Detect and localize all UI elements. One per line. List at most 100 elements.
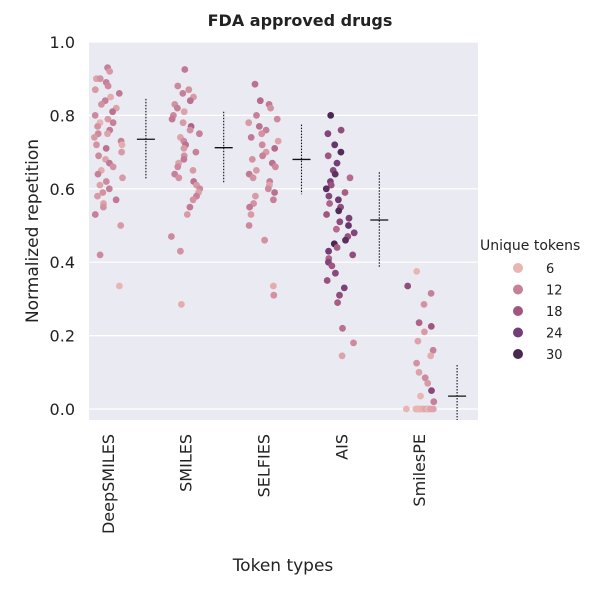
data-point: [333, 159, 341, 167]
data-point: [427, 352, 435, 360]
legend-label: 18: [546, 305, 563, 320]
data-point: [248, 156, 256, 163]
data-point: [331, 170, 339, 178]
data-point: [274, 137, 282, 145]
data-point: [175, 174, 183, 182]
data-point: [96, 75, 104, 83]
legend-label: 30: [546, 348, 563, 363]
data-point: [420, 301, 428, 308]
legend-swatch: [513, 306, 523, 316]
data-point: [196, 130, 203, 138]
data-point: [273, 115, 281, 123]
data-point: [335, 196, 342, 204]
data-point: [119, 174, 126, 182]
data-point: [258, 130, 266, 138]
y-tick-label: 0.6: [50, 180, 75, 199]
data-point: [271, 145, 279, 152]
legend-label: 6: [546, 262, 554, 277]
data-point: [95, 152, 102, 160]
data-point: [91, 134, 98, 141]
data-point: [261, 236, 268, 244]
plot-background: [89, 42, 478, 420]
data-point: [94, 123, 101, 130]
data-point: [247, 134, 255, 141]
data-point: [192, 148, 200, 156]
data-point: [104, 82, 112, 90]
data-points: [91, 64, 438, 413]
legend-swatch: [513, 263, 523, 273]
data-point: [116, 282, 123, 290]
data-point: [174, 82, 182, 90]
data-point: [104, 115, 112, 123]
data-point: [252, 192, 259, 200]
data-point: [427, 405, 434, 413]
x-tick-label: SELFIES: [255, 434, 274, 497]
data-point: [251, 80, 259, 88]
data-point: [324, 130, 332, 138]
x-tick-label: DeepSMILES: [99, 434, 118, 534]
summary-markers: [136, 98, 467, 420]
data-point: [180, 145, 188, 152]
data-point: [186, 126, 194, 134]
data-point: [94, 170, 102, 178]
y-axis-label: Normalized repetition: [23, 139, 43, 323]
data-point: [118, 148, 125, 156]
data-point: [185, 86, 193, 94]
data-point: [323, 211, 330, 218]
data-point: [189, 196, 197, 204]
data-point: [100, 203, 107, 211]
data-point: [333, 244, 341, 251]
data-point: [350, 229, 358, 237]
data-point: [256, 97, 264, 105]
data-point: [179, 119, 187, 127]
data-point: [327, 112, 335, 119]
data-point: [253, 112, 260, 119]
data-point: [415, 368, 423, 376]
data-point: [271, 189, 278, 196]
y-tick-labels: 0.0 0.2 0.4 0.6 0.8 1.0: [50, 33, 75, 419]
data-point: [109, 163, 117, 171]
legend-swatch: [513, 349, 523, 359]
x-axis-label: Token types: [232, 556, 334, 576]
data-point: [253, 167, 260, 174]
data-point: [107, 93, 114, 101]
data-point: [334, 299, 341, 306]
data-point: [91, 112, 99, 119]
data-point: [429, 346, 437, 354]
data-point: [96, 181, 104, 189]
data-point: [186, 97, 194, 105]
data-point: [337, 148, 345, 156]
data-point: [404, 282, 412, 290]
data-point: [174, 104, 181, 112]
data-point: [338, 352, 346, 360]
data-point: [414, 405, 421, 413]
data-point: [430, 398, 438, 406]
legend-label: 24: [546, 327, 563, 342]
data-point: [413, 359, 420, 367]
legend-title: Unique tokens: [480, 238, 580, 254]
data-point: [270, 282, 277, 290]
data-point: [336, 218, 344, 226]
data-point: [168, 233, 175, 240]
data-point: [333, 225, 340, 233]
data-point: [94, 192, 101, 200]
x-tick-labels: DeepSMILES SMILES SELFIES AIS SmilesPE: [99, 434, 429, 534]
data-point: [104, 130, 111, 138]
data-point: [178, 301, 185, 308]
data-point: [249, 174, 257, 182]
y-tick-label: 1.0: [50, 33, 75, 52]
legend-swatch: [513, 327, 523, 338]
data-point: [181, 66, 189, 73]
data-point: [98, 101, 105, 108]
data-point: [324, 152, 332, 160]
data-point: [349, 251, 357, 259]
data-point: [109, 119, 117, 127]
data-point: [325, 247, 332, 255]
data-point: [264, 185, 272, 193]
data-point: [183, 211, 191, 218]
x-tick-label: SMILES: [177, 434, 196, 492]
data-point: [270, 291, 278, 299]
data-point: [96, 251, 104, 259]
